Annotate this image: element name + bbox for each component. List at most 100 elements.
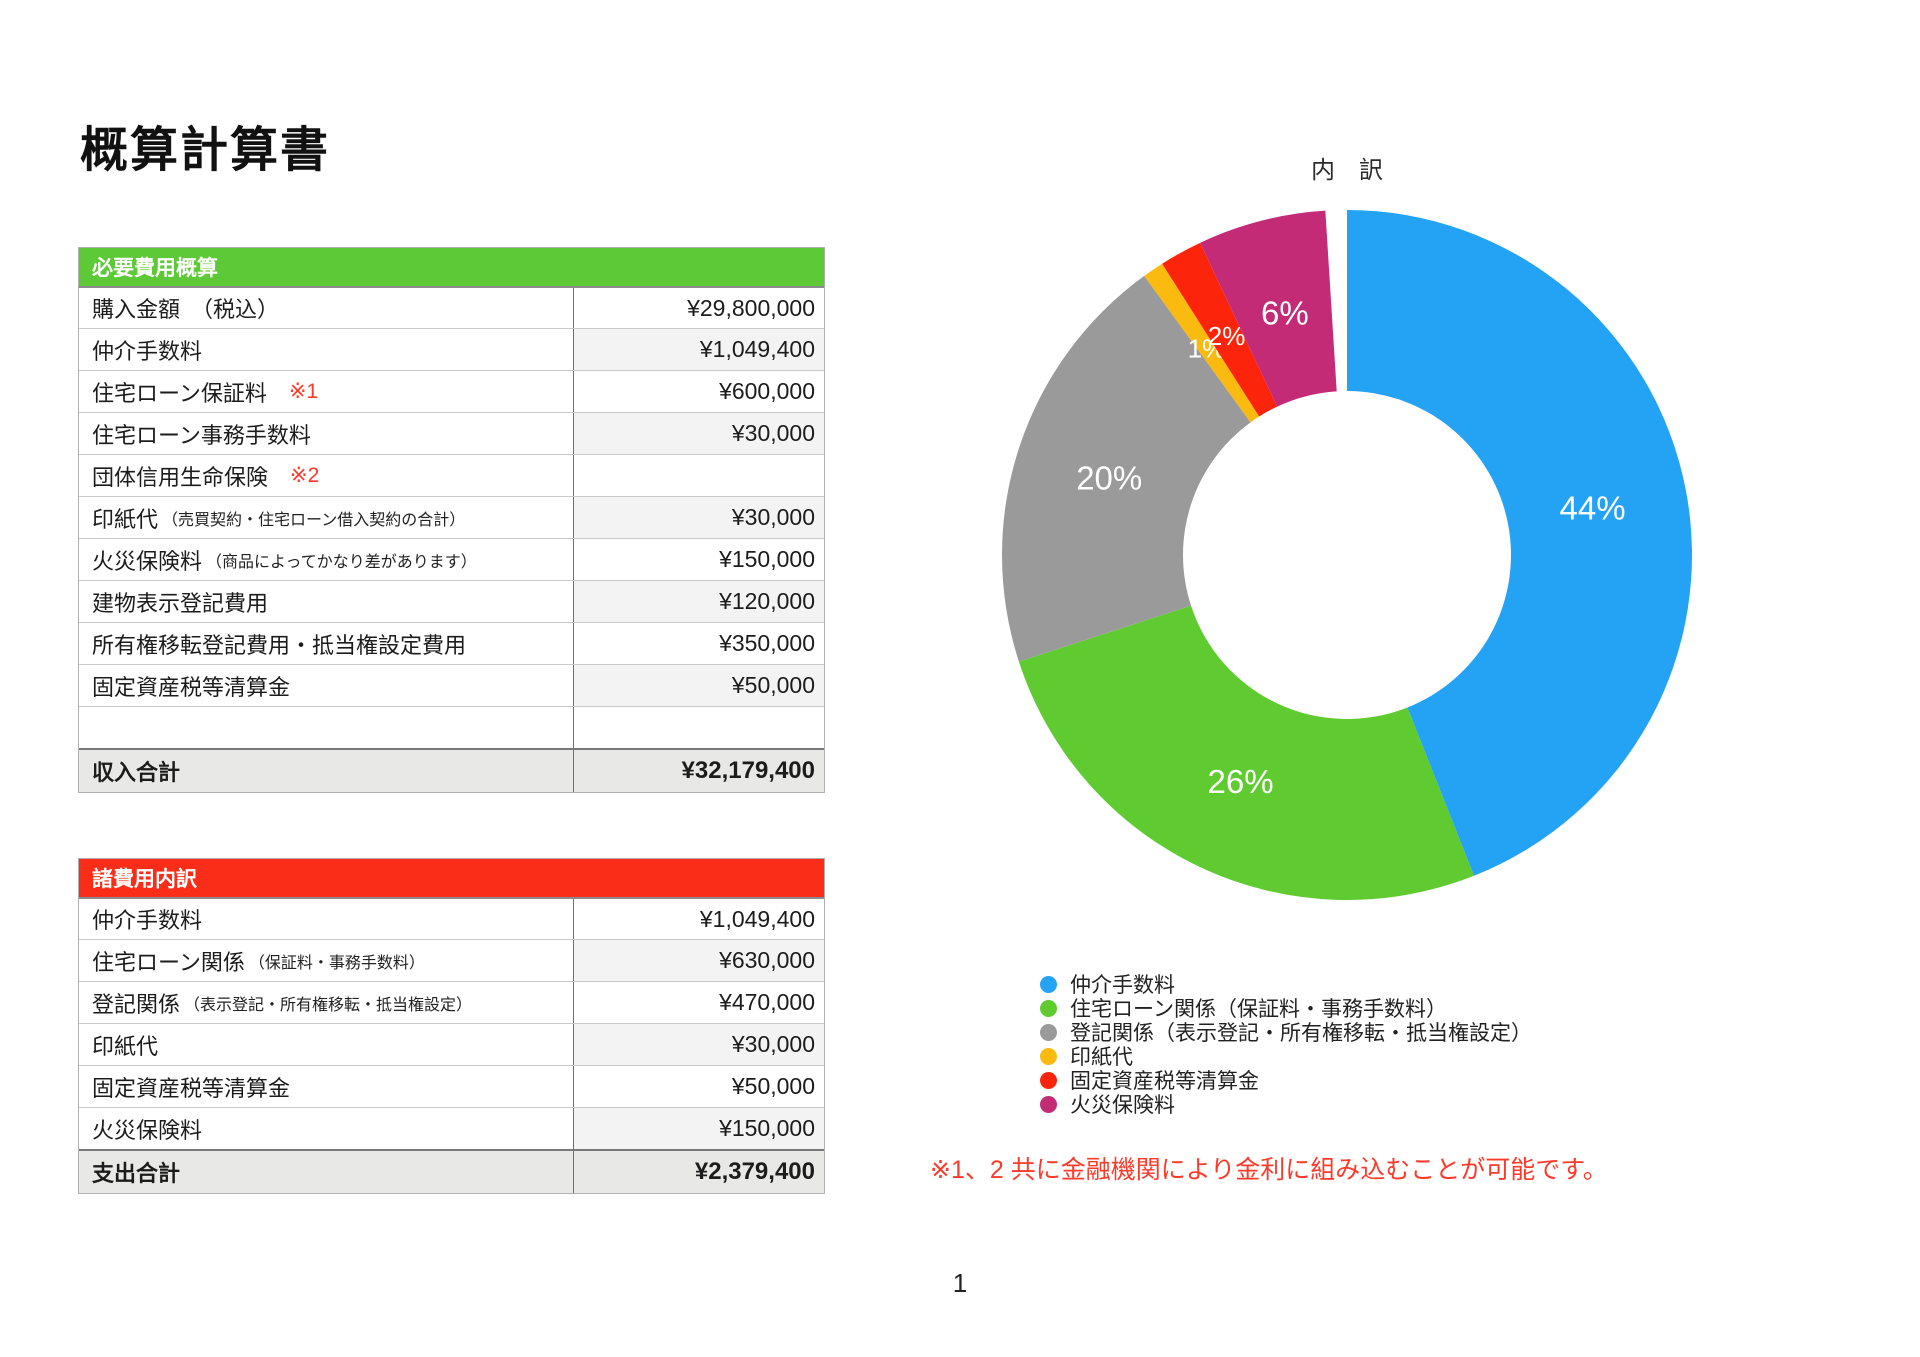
legend-color-dot xyxy=(1040,1095,1057,1113)
table-row: 仲介手数料 ¥1,049,400 xyxy=(79,897,824,939)
legend-label: 登記関係（表示登記・所有権移転・抵当権設定） xyxy=(1070,1022,1532,1045)
table-body: 仲介手数料 ¥1,049,400 住宅ローン関係 （保証料・事務手数料） ¥630,00… xyxy=(79,897,824,1193)
legend-color-dot xyxy=(1040,975,1057,993)
row-value: ¥630,000 xyxy=(574,940,824,981)
row-value: ¥1,049,400 xyxy=(574,329,824,370)
segment-percent-label: 20% xyxy=(1076,459,1142,496)
donut-segment xyxy=(1018,605,1474,900)
row-label: 支出合計 xyxy=(79,1151,574,1193)
footnote: ※1、2 共に金融機関により金利に組み込むことが可能です。 xyxy=(930,1156,1608,1184)
row-label: 火災保険料 xyxy=(79,1108,574,1149)
row-label: 印紙代 （売買契約・住宅ローン借入契約の合計） xyxy=(79,497,574,538)
chart-title: 内 訳 xyxy=(1311,157,1383,184)
chart-legend: 仲介手数料 住宅ローン関係（保証料・事務手数料） 登記関係（表示登記・所有権移転・抵… xyxy=(1040,972,1532,1117)
table-row: 団体信用生命保険 ※2 xyxy=(79,454,824,496)
fees-breakdown-table: 諸費用内訳 仲介手数料 ¥1,049,400 住宅ローン関係 （保証料・事務手数料） ¥… xyxy=(78,858,825,1194)
row-value: ¥30,000 xyxy=(574,497,824,538)
legend-item: 登記関係（表示登記・所有権移転・抵当権設定） xyxy=(1040,1020,1532,1045)
donut-segment xyxy=(1162,242,1278,417)
row-label: 仲介手数料 xyxy=(79,329,574,370)
table-row: 建物表示登記費用 ¥120,000 xyxy=(79,580,824,622)
legend-label: 火災保険料 xyxy=(1070,1094,1175,1117)
row-label: 固定資産税等清算金 xyxy=(79,1066,574,1107)
row-label: 建物表示登記費用 xyxy=(79,581,574,622)
table-row: 所有権移転登記費用・抵当権設定費用 ¥350,000 xyxy=(79,622,824,664)
row-label: 火災保険料 （商品によってかなり差があります） xyxy=(79,539,574,580)
table-row: 仲介手数料 ¥1,049,400 xyxy=(79,328,824,370)
table-row: 購入金額 （税込） ¥29,800,000 xyxy=(79,286,824,328)
segment-percent-label: 44% xyxy=(1560,490,1626,527)
table-row: 登記関係 （表示登記・所有権移転・抵当権設定） ¥470,000 xyxy=(79,981,824,1023)
legend-color-dot xyxy=(1040,1047,1057,1065)
donut-segment xyxy=(1200,210,1337,407)
segment-percent-label: 6% xyxy=(1261,294,1309,331)
row-value: ¥600,000 xyxy=(574,371,824,412)
row-value xyxy=(574,707,824,748)
row-note-mark: ※1 xyxy=(288,380,319,403)
table-row: 住宅ローン関係 （保証料・事務手数料） ¥630,000 xyxy=(79,939,824,981)
table-row: 住宅ローン事務手数料 ¥30,000 xyxy=(79,412,824,454)
row-value: ¥29,800,000 xyxy=(574,288,824,328)
table-header-label: 必要費用概算 xyxy=(92,257,218,280)
table-row: 住宅ローン保証料 ※1 ¥600,000 xyxy=(79,370,824,412)
legend-color-dot xyxy=(1040,999,1057,1017)
legend-item: 住宅ローン関係（保証料・事務手数料） xyxy=(1040,996,1532,1021)
row-label xyxy=(79,707,574,748)
legend-item: 仲介手数料 xyxy=(1040,972,1532,997)
legend-label: 住宅ローン関係（保証料・事務手数料） xyxy=(1070,998,1447,1021)
row-value: ¥30,000 xyxy=(574,413,824,454)
table-header-label: 諸費用内訳 xyxy=(92,868,197,891)
legend-label: 仲介手数料 xyxy=(1070,974,1175,997)
table-row: 印紙代 （売買契約・住宅ローン借入契約の合計） ¥30,000 xyxy=(79,496,824,538)
row-sublabel: （保証料・事務手数料） xyxy=(248,954,425,972)
table-body: 購入金額 （税込） ¥29,800,000 仲介手数料 ¥1,049,400 住宅ローン… xyxy=(79,286,824,792)
row-sublabel: （売買契約・住宅ローン借入契約の合計） xyxy=(162,511,466,529)
row-value: ¥1,049,400 xyxy=(574,899,824,939)
page-number: 1 xyxy=(952,1268,968,1298)
row-label: 所有権移転登記費用・抵当権設定費用 xyxy=(79,623,574,664)
row-value: ¥32,179,400 xyxy=(574,750,824,792)
table-row: 火災保険料 （商品によってかなり差があります） ¥150,000 xyxy=(79,538,824,580)
page-title: 概算計算書 xyxy=(80,124,331,178)
row-value: ¥50,000 xyxy=(574,1066,824,1107)
row-label: 住宅ローン保証料 ※1 xyxy=(79,371,574,412)
segment-percent-label: 26% xyxy=(1208,763,1274,800)
table-header: 諸費用内訳 xyxy=(79,859,824,897)
legend-label: 固定資産税等清算金 xyxy=(1070,1070,1259,1093)
table-row: 印紙代 ¥30,000 xyxy=(79,1023,824,1065)
row-value: ¥150,000 xyxy=(574,1108,824,1149)
legend-color-dot xyxy=(1040,1071,1057,1089)
row-value: ¥30,000 xyxy=(574,1024,824,1065)
row-label: 住宅ローン関係 （保証料・事務手数料） xyxy=(79,940,574,981)
row-sublabel: （商品によってかなり差があります） xyxy=(206,553,477,571)
donut-segment xyxy=(1144,263,1260,423)
legend-item: 印紙代 xyxy=(1040,1044,1532,1069)
row-value: ¥470,000 xyxy=(574,982,824,1023)
table-row: 固定資産税等清算金 ¥50,000 xyxy=(79,1065,824,1107)
legend-item: 固定資産税等清算金 xyxy=(1040,1068,1532,1093)
table-row: 支出合計 ¥2,379,400 xyxy=(79,1149,824,1193)
row-label: 住宅ローン事務手数料 xyxy=(79,413,574,454)
table-header: 必要費用概算 xyxy=(79,248,824,286)
row-value: ¥150,000 xyxy=(574,539,824,580)
donut-segment xyxy=(1002,275,1251,662)
table-row: 固定資産税等清算金 ¥50,000 xyxy=(79,664,824,706)
row-label: 固定資産税等清算金 xyxy=(79,665,574,706)
table-row xyxy=(79,706,824,748)
row-label: 印紙代 xyxy=(79,1024,574,1065)
row-label: 収入合計 xyxy=(79,750,574,792)
segment-percent-label: 2% xyxy=(1208,321,1246,351)
row-label: 購入金額 （税込） xyxy=(79,288,574,328)
legend-label: 印紙代 xyxy=(1070,1046,1133,1069)
row-value xyxy=(574,455,824,496)
necessary-costs-table: 必要費用概算 購入金額 （税込） ¥29,800,000 仲介手数料 ¥1,049,4… xyxy=(78,247,825,793)
row-value: ¥2,379,400 xyxy=(574,1151,824,1193)
table-row: 収入合計 ¥32,179,400 xyxy=(79,748,824,792)
breakdown-donut-chart: 44%26%20%1%2%6% xyxy=(1002,210,1692,900)
row-value: ¥350,000 xyxy=(574,623,824,664)
row-value: ¥50,000 xyxy=(574,665,824,706)
legend-color-dot xyxy=(1040,1023,1057,1041)
legend-item: 火災保険料 xyxy=(1040,1092,1532,1117)
row-label: 登記関係 （表示登記・所有権移転・抵当権設定） xyxy=(79,982,574,1023)
